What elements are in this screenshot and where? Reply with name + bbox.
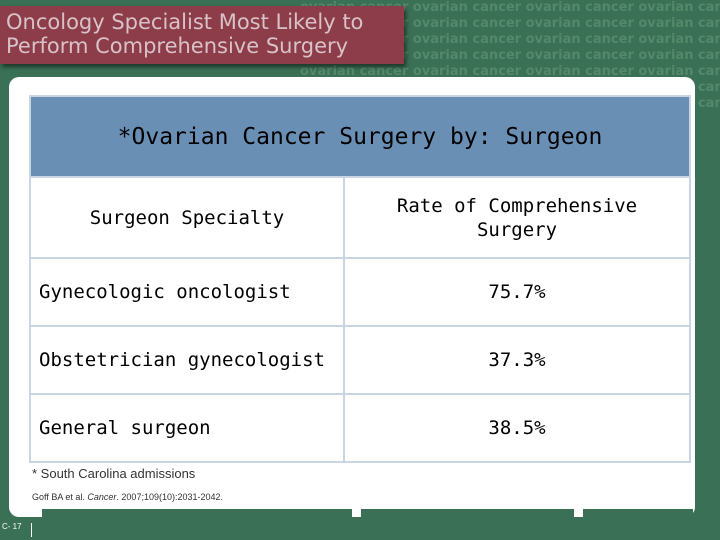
table-row: Gynecologic oncologist 75.7%: [29, 257, 691, 327]
slide-number-divider: [31, 523, 32, 537]
table-row: Obstetrician gynecologist 37.3%: [29, 325, 691, 395]
col-header-rate-line1: Rate of Comprehensive: [396, 194, 638, 217]
rate-cell: 37.3%: [343, 325, 691, 395]
title-line-2: Perform Comprehensive Surgery: [6, 34, 349, 58]
table-row: General surgeon 38.5%: [29, 393, 691, 463]
footnote: * South Carolina admissions: [32, 466, 196, 481]
citation-authors: Goff BA et al.: [32, 492, 85, 502]
slide-number: C- 17: [2, 522, 22, 531]
rate-cell: 75.7%: [343, 257, 691, 327]
column-header-row: Surgeon Specialty Rate of Comprehensive …: [29, 176, 691, 259]
rate-cell: 38.5%: [343, 393, 691, 463]
surgery-rate-table: *Ovarian Cancer Surgery by: Surgeon Surg…: [29, 95, 691, 463]
table-heading: *Ovarian Cancer Surgery by: Surgeon: [29, 95, 691, 178]
col-header-rate-line2: Surgery: [476, 218, 558, 241]
table-heading-row: *Ovarian Cancer Surgery by: Surgeon: [29, 95, 691, 178]
col-header-rate: Rate of Comprehensive Surgery: [343, 176, 691, 259]
col-header-specialty: Surgeon Specialty: [29, 176, 345, 259]
title-line-1: Oncology Specialist Most Likely to: [6, 10, 364, 34]
specialty-cell: Obstetrician gynecologist: [29, 325, 345, 395]
footer-bar: [583, 509, 693, 522]
footer-bar: [42, 509, 352, 522]
specialty-cell: General surgeon: [29, 393, 345, 463]
citation-journal: Cancer: [87, 492, 117, 502]
specialty-cell: Gynecologic oncologist: [29, 257, 345, 327]
citation-details: 2007;109(10):2031-2042.: [121, 492, 224, 502]
footer-bar: [361, 509, 574, 522]
citation: Goff BA et al. Cancer. 2007;109(10):2031…: [32, 492, 224, 502]
slide-title: Oncology Specialist Most Likely to Perfo…: [0, 6, 404, 64]
